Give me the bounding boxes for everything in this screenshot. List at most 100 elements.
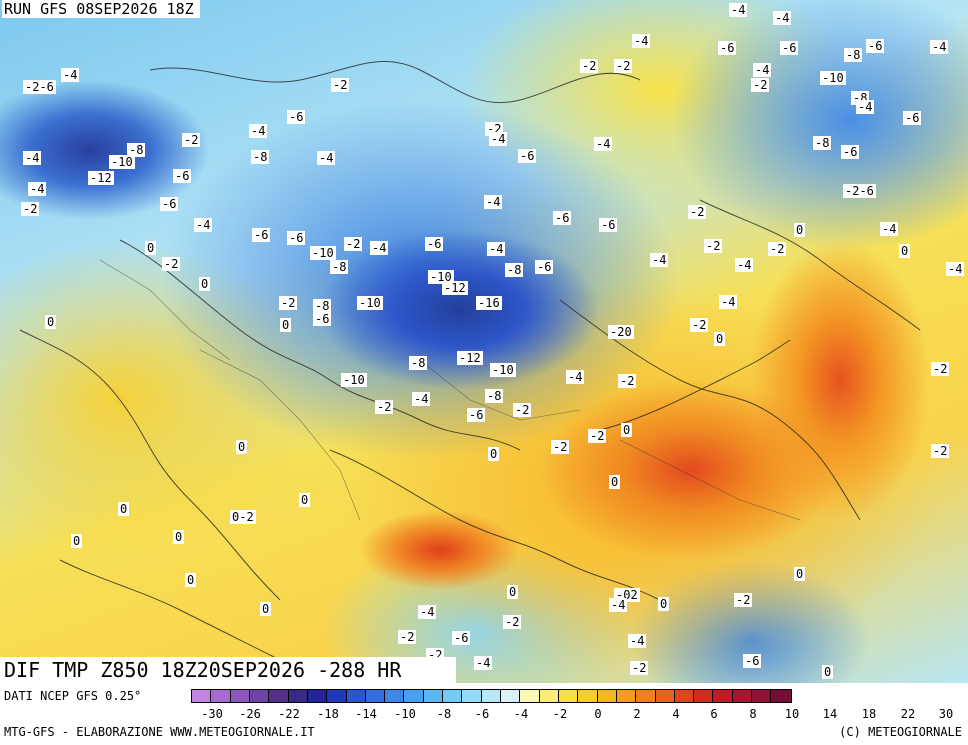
color-scale-tick: 22 (900, 707, 916, 721)
color-scale-swatch (288, 690, 308, 702)
color-scale-swatch (752, 690, 772, 702)
map-value-label: -2 (630, 661, 649, 675)
map-value-label: 0 (822, 665, 834, 679)
map-value-label: 0 (260, 602, 272, 616)
map-value-label: -4 (594, 137, 613, 151)
map-value-label: -20 (608, 325, 634, 339)
map-value-label: -10 (490, 363, 516, 377)
color-scale-tick: 30 (938, 707, 954, 721)
map-value-label: -12 (88, 171, 114, 185)
map-overlay (19, 60, 921, 661)
map-value-label: -4 (370, 241, 389, 255)
color-scale-tick: -14 (355, 707, 377, 721)
map-value-label: -8 (844, 48, 863, 62)
color-scale-tick: -2 (552, 707, 568, 721)
map-value-label: -4 (729, 3, 748, 17)
color-scale-swatch (462, 690, 482, 702)
map-value-label: -4 (412, 392, 431, 406)
map-value-label: -2 (734, 593, 753, 607)
color-scale-swatch (694, 690, 714, 702)
map-value-label: 0 (118, 502, 130, 516)
map-value-label: -12 (442, 281, 468, 295)
map-value-label: -4 (880, 222, 899, 236)
map-value-label: -6 (866, 39, 885, 53)
map-value-label: -6 (518, 149, 537, 163)
map-value-label: -4 (930, 40, 949, 54)
map-value-label: -4 (773, 11, 792, 25)
map-value-label: 0 (199, 277, 211, 291)
map-value-label: 0 (658, 597, 670, 611)
map-value-label: 0 (899, 244, 911, 258)
color-scale-tick: 2 (633, 707, 641, 721)
map-value-label: 0 (71, 534, 83, 548)
map-value-label: -4 (194, 218, 213, 232)
map-value-label: 0 (507, 585, 519, 599)
map-value-label: 0 (299, 493, 311, 507)
color-scale-tick: 10 (784, 707, 800, 721)
map-value-label: -4 (487, 242, 506, 256)
color-scale-swatch (365, 690, 386, 702)
color-scale-tick: 0 (594, 707, 602, 721)
map-value-label: -4 (735, 258, 754, 272)
map-value-label: -2 (688, 205, 707, 219)
map-value-label: -4 (489, 132, 508, 146)
color-scale-swatch (327, 690, 347, 702)
map-value-label: -4 (753, 63, 772, 77)
color-scale-swatch (771, 690, 791, 702)
map-value-label: -8 (330, 260, 349, 274)
color-scale-swatch (520, 690, 540, 702)
map-value-label: -2 (279, 296, 298, 310)
map-value-label: -10 (310, 246, 336, 260)
color-scale-tick: -22 (278, 707, 300, 721)
map-value-label: -6 (718, 41, 737, 55)
map-value-label: 0 (609, 475, 621, 489)
map-value-label: -6 (599, 218, 618, 232)
footer: DATI NCEP GFS 0.25° -30 -26 -22 -18 -14 -10 -8… (0, 683, 968, 745)
color-scale-tick: -4 (513, 707, 529, 721)
credit-right-label: (C) METEOGIORNALE (839, 725, 962, 739)
map-value-label: -6 (903, 111, 922, 125)
map-value-label: -6 (287, 110, 306, 124)
map-value-label: -6 (425, 237, 444, 251)
color-scale-tick: -10 (394, 707, 416, 721)
map-value-label: -4 (566, 370, 585, 384)
map-value-label: -4 (249, 124, 268, 138)
color-scale-swatch (674, 690, 695, 702)
map-value-label: -2-6 (23, 80, 56, 94)
map-value-label: -6 (535, 260, 554, 274)
map-value-label: -2 (162, 257, 181, 271)
map-value-label: -6 (160, 197, 179, 211)
color-scale-tick: 18 (861, 707, 877, 721)
color-scale-bar (191, 689, 792, 703)
map-value-label: -10 (357, 296, 383, 310)
map-value-label: -4 (856, 100, 875, 114)
temperature-anomaly-map: -4 -4 -4 -6 -6 -6 -4 -8 -2 -2 -4 -10 -2 -8 -4 -4 -2-6 -2-… (0, 0, 968, 683)
map-value-label: -6 (452, 631, 471, 645)
product-label: DIF TMP Z850 18Z20SEP2026 -288 HR (0, 657, 456, 683)
map-value-label: -6 (173, 169, 192, 183)
color-scale-swatch (404, 690, 424, 702)
color-scale-tick: -30 (201, 707, 223, 721)
map-value-label: -6 (553, 211, 572, 225)
map-value-label: -2 (618, 374, 637, 388)
map-value-label: -4 (28, 182, 47, 196)
map-value-label: -2 (398, 630, 417, 644)
run-label: RUN GFS 08SEP2026 18Z (2, 0, 200, 18)
color-scale-swatch (616, 690, 637, 702)
map-value-label: 0 (488, 447, 500, 461)
color-scale-swatch (192, 690, 212, 702)
map-value-label: -4 (474, 656, 493, 670)
map-value-label: -2 (503, 615, 522, 629)
borders (99, 259, 801, 521)
map-value-label: -4 (946, 262, 965, 276)
color-scale-swatch (539, 690, 559, 702)
data-source-label: DATI NCEP GFS 0.25° (4, 689, 142, 703)
map-value-label: 0 (714, 332, 726, 346)
map-value-label: -4 (61, 68, 80, 82)
color-scale-swatch (249, 690, 270, 702)
map-value-label: -8 (485, 389, 504, 403)
credit-left-label: MTG-GFS - ELABORAZIONE WWW.METEOGIORNALE… (4, 725, 315, 739)
color-scale-swatch (230, 690, 250, 702)
map-value-label: -4 (484, 195, 503, 209)
map-value-label: 0 (621, 423, 633, 437)
